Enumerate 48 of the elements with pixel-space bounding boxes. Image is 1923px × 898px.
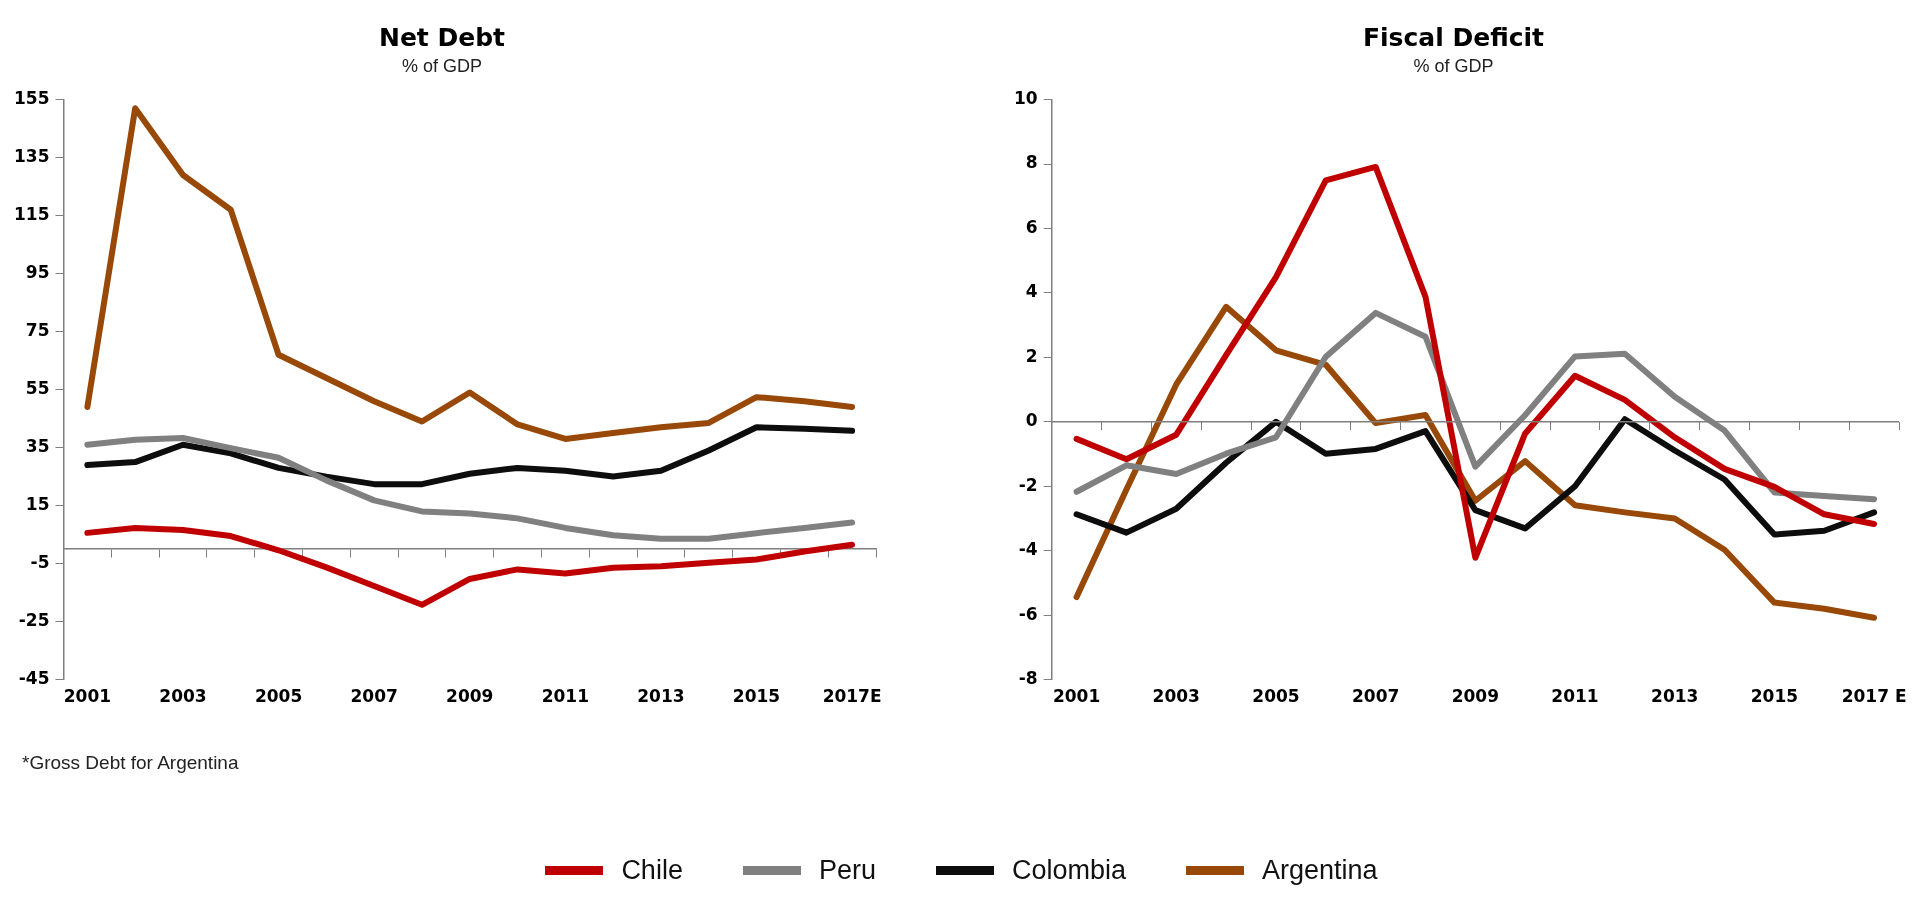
y-tick-label: 35 xyxy=(25,436,50,457)
legend-label: Chile xyxy=(621,855,683,886)
y-tick-label: 115 xyxy=(13,204,50,225)
x-tick-label: 2017 E xyxy=(1841,686,1907,707)
y-tick-label: -5 xyxy=(30,552,50,573)
y-tick-label: 75 xyxy=(25,320,50,341)
x-tick-label: 2005 xyxy=(1252,686,1300,707)
y-tick-label: 95 xyxy=(25,262,50,283)
y-tick-label: 6 xyxy=(1025,216,1038,237)
y-tick-label: 155 xyxy=(13,88,50,109)
x-tick-label: 2009 xyxy=(1451,686,1499,707)
chart-title: Fiscal Deficit xyxy=(1362,22,1545,52)
chart-subtitle: % of GDP xyxy=(1413,55,1494,76)
y-tick-label: -4 xyxy=(1018,539,1038,560)
y-tick-label: -25 xyxy=(18,610,50,631)
x-tick-label: 2003 xyxy=(159,686,207,707)
chart-title: Net Debt xyxy=(378,22,506,52)
x-tick-label: 2013 xyxy=(1651,686,1699,707)
y-tick-label: -8 xyxy=(1018,668,1038,689)
x-tick-label: 2011 xyxy=(541,686,589,707)
y-tick-label: -2 xyxy=(1018,474,1038,495)
y-tick-label: 8 xyxy=(1025,152,1038,173)
legend-label: Colombia xyxy=(1011,855,1127,886)
x-tick-label: 2015 xyxy=(732,686,781,707)
x-tick-label: 2007 xyxy=(350,686,398,707)
x-tick-label: 2015 xyxy=(1750,686,1799,707)
legend-label: Peru xyxy=(818,855,876,886)
y-tick-label: -45 xyxy=(18,668,50,689)
x-tick-label: 2003 xyxy=(1152,686,1200,707)
x-tick-label: 2001 xyxy=(1052,686,1101,707)
chart-subtitle: % of GDP xyxy=(401,55,483,76)
text: *Gross Debt for Argentina xyxy=(22,752,239,774)
y-tick-label: 15 xyxy=(25,494,50,515)
y-tick-label: -6 xyxy=(1018,603,1038,624)
legend-label: Argentina xyxy=(1262,855,1378,886)
x-tick-label: 2007 xyxy=(1351,686,1400,707)
y-tick-label: 55 xyxy=(25,378,50,399)
x-tick-label: 2013 xyxy=(637,686,685,707)
x-tick-label: 2001 xyxy=(63,686,112,707)
y-tick-label: 4 xyxy=(1025,281,1038,302)
y-tick-label: 10 xyxy=(1013,88,1038,109)
x-tick-label: 2005 xyxy=(254,686,303,707)
x-tick-label: 2011 xyxy=(1551,686,1599,707)
x-tick-label: 2009 xyxy=(446,686,494,707)
x-tick-label: 2017E xyxy=(822,686,882,707)
y-tick-label: 0 xyxy=(1025,410,1038,431)
y-tick-label: 2 xyxy=(1025,345,1038,366)
y-tick-label: 135 xyxy=(13,146,50,167)
